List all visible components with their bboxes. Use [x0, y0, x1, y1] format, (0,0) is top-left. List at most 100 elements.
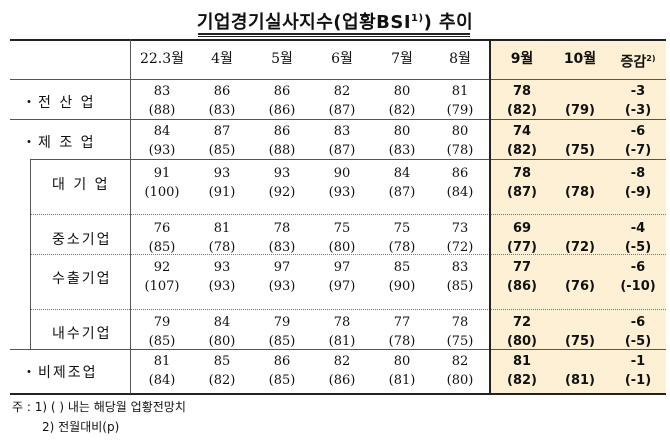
cell-outlook: (75): [565, 143, 595, 158]
cell-outlook: (-10): [620, 279, 656, 294]
table-cell: 76 (85): [132, 219, 192, 257]
cell-outlook: (78): [446, 143, 474, 158]
table-title: 기업경기실사지수(업황BSI1)) 추이: [196, 12, 474, 33]
table-cell: 78 (75): [430, 313, 490, 351]
cell-value: 86: [273, 354, 291, 369]
cell-outlook: (79): [565, 103, 595, 118]
table-cell: 81 (84): [132, 352, 192, 390]
table-cell: 85 (90): [372, 258, 432, 296]
table-cell: -6 (-10): [608, 258, 668, 296]
cell-value: 87: [213, 124, 231, 139]
cell-value: 77: [393, 315, 411, 330]
cell-value: 75: [393, 221, 411, 236]
cell-value: 91: [153, 166, 171, 181]
cell-value: [550, 219, 610, 238]
cell-outlook: (86): [507, 279, 537, 294]
cell-value: 75: [333, 221, 351, 236]
cell-outlook: (85): [148, 240, 176, 255]
cell-value: -8: [630, 166, 646, 181]
cell-outlook: (83): [208, 103, 236, 118]
cell-value: -6: [630, 315, 646, 330]
table-cell: 91 (100): [132, 164, 192, 202]
cell-value: -6: [630, 124, 646, 139]
cell-value: 81: [213, 221, 231, 236]
cell-outlook: (75): [446, 334, 474, 349]
cell-value: 74: [512, 124, 532, 139]
title-underline-thin: [198, 36, 470, 37]
table-cell: 97 (97): [312, 258, 372, 296]
table-cell: 73 (72): [430, 219, 490, 257]
cell-value: 79: [153, 315, 171, 330]
table-cell: 92 (107): [132, 258, 192, 296]
cell-outlook: (81): [328, 334, 356, 349]
cell-value: 85: [393, 260, 411, 275]
cell-outlook: (85): [208, 143, 236, 158]
cell-outlook: (88): [148, 103, 176, 118]
cell-value: 86: [451, 166, 469, 181]
cell-outlook: (78): [388, 240, 416, 255]
table-cell: (72): [550, 219, 610, 257]
title-underline: [198, 33, 470, 35]
table-cell: 80 (83): [372, 122, 432, 160]
cell-outlook: (78): [388, 334, 416, 349]
cell-outlook: (88): [268, 143, 296, 158]
cell-outlook: (84): [148, 373, 176, 388]
cell-value: 83: [153, 84, 171, 99]
table-cell: 90 (93): [312, 164, 372, 202]
cell-value: 93: [273, 166, 291, 181]
table-cell: (81): [550, 352, 610, 390]
cell-value: 78: [273, 221, 291, 236]
cell-value: -4: [630, 221, 646, 236]
cell-outlook: (-1): [624, 373, 652, 388]
col-header-mar: 22.3월: [139, 51, 185, 67]
table-cell: 72 (80): [492, 313, 552, 351]
row-label: ・전 산 업: [22, 95, 96, 111]
cell-value: 82: [333, 354, 351, 369]
cell-value: 85: [213, 354, 231, 369]
cell-outlook: (84): [446, 185, 474, 200]
footnote-1: 주 : 1) ( ) 내는 해당월 업황전망치: [12, 400, 186, 414]
cell-value: 97: [273, 260, 291, 275]
cell-outlook: (82): [507, 103, 537, 118]
cell-outlook: (85): [446, 279, 474, 294]
table-cell: 86 (86): [252, 82, 312, 120]
cell-outlook: (85): [268, 373, 296, 388]
highlight-columns: [490, 39, 666, 394]
col-header-change: 증감2): [620, 54, 656, 71]
row-label: ・제 조 업: [22, 135, 96, 151]
cell-value: 80: [393, 84, 411, 99]
cell-outlook: (86): [328, 373, 356, 388]
table-cell: 75 (80): [312, 219, 372, 257]
cell-value: 84: [213, 315, 231, 330]
cell-outlook: (93): [148, 143, 176, 158]
cell-value: 69: [512, 221, 532, 236]
table-cell: 77 (78): [372, 313, 432, 351]
cell-value: 83: [451, 260, 469, 275]
bsi-table: 22.3월 4월 5월 6월 7월 8월 9월 10월 증감2) ・전 산 업 8…: [10, 39, 668, 395]
cell-outlook: (72): [446, 240, 474, 255]
cell-outlook: (87): [328, 143, 356, 158]
table-cell: 79 (85): [252, 313, 312, 351]
table-cell: 75 (78): [372, 219, 432, 257]
table-cell: 93 (92): [252, 164, 312, 202]
cell-outlook: (79): [446, 103, 474, 118]
cell-outlook: (93): [208, 279, 236, 294]
col-header-may: 5월: [271, 51, 293, 67]
table-cell: 79 (85): [132, 313, 192, 351]
cell-value: [550, 164, 610, 183]
row-label: 중소기업: [52, 232, 112, 248]
table-cell: 86 (84): [430, 164, 490, 202]
table-cell: (79): [550, 82, 610, 120]
table-cell: -6 (-5): [608, 313, 668, 351]
table-cell: 81 (82): [492, 352, 552, 390]
table-cell: 74 (82): [492, 122, 552, 160]
table-cell: (78): [550, 164, 610, 202]
cell-outlook: (-3): [624, 103, 652, 118]
cell-outlook: (78): [565, 185, 595, 200]
cell-value: 79: [273, 315, 291, 330]
cell-value: [550, 352, 610, 371]
cell-outlook: (-5): [624, 240, 652, 255]
cell-outlook: (87): [507, 185, 537, 200]
cell-outlook: (85): [148, 334, 176, 349]
cell-value: 82: [451, 354, 469, 369]
